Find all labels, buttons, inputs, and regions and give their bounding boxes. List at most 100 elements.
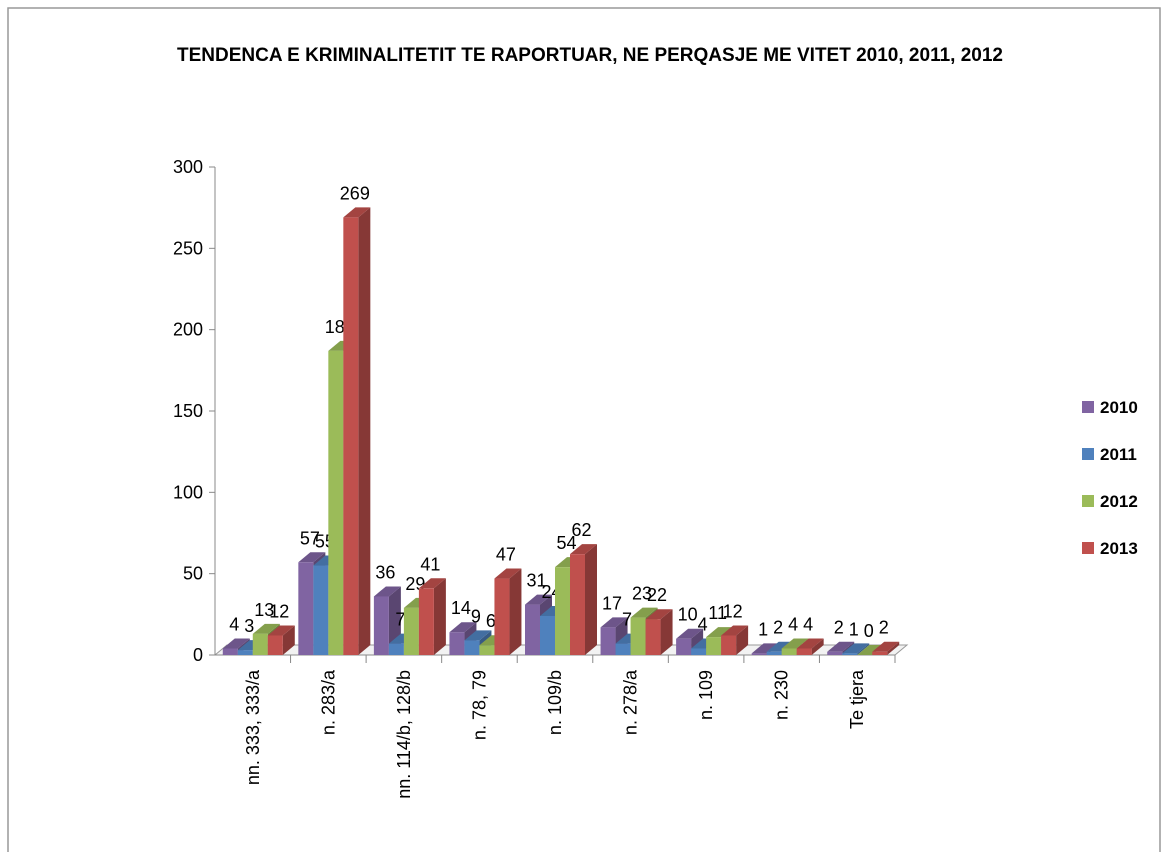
bar-front bbox=[418, 588, 434, 655]
bar-side bbox=[509, 568, 522, 655]
bar-front bbox=[796, 648, 812, 655]
bar-front bbox=[706, 637, 722, 655]
bar bbox=[343, 207, 371, 655]
legend-label: 2010 bbox=[1100, 398, 1138, 417]
bar-top bbox=[418, 578, 446, 589]
bar-top bbox=[645, 609, 673, 620]
value-label: 54 bbox=[556, 533, 576, 553]
bar-top bbox=[373, 586, 401, 597]
bar-top bbox=[751, 643, 779, 654]
value-label: 4 bbox=[229, 614, 239, 634]
x-tick-label: n. 109 bbox=[696, 670, 716, 720]
legend-swatch bbox=[1082, 448, 1094, 460]
x-tick-label: n. 278/a bbox=[621, 669, 641, 735]
bar bbox=[418, 578, 446, 655]
y-tick-label: 250 bbox=[173, 238, 203, 258]
bar-front bbox=[252, 633, 268, 655]
bar-front bbox=[540, 615, 555, 655]
chart-title: TENDENCA E KRIMINALITETIT TE RAPORTUAR, … bbox=[177, 45, 1003, 66]
y-tick-label: 100 bbox=[173, 482, 203, 502]
bar-top bbox=[827, 641, 855, 652]
bar-front bbox=[373, 596, 389, 655]
bar bbox=[842, 643, 870, 655]
bar-top bbox=[721, 625, 749, 636]
bar-side bbox=[857, 643, 870, 655]
bar-side bbox=[887, 641, 900, 655]
x-tick-label: nn. 114/b, 128/b bbox=[394, 670, 414, 799]
bar-top bbox=[222, 638, 250, 649]
bar-top bbox=[796, 638, 824, 649]
bar bbox=[721, 625, 749, 655]
bar-front bbox=[751, 653, 767, 655]
bar-front bbox=[403, 607, 419, 655]
value-label: 62 bbox=[571, 520, 591, 540]
value-label: 2 bbox=[834, 618, 844, 638]
bar-front bbox=[721, 635, 737, 655]
bar-top bbox=[706, 627, 734, 638]
legend-label: 2012 bbox=[1100, 492, 1138, 511]
bar-front bbox=[630, 617, 646, 655]
x-tick-label: n. 78, 79 bbox=[469, 670, 489, 740]
bar-front bbox=[570, 554, 585, 655]
bar-front bbox=[555, 567, 570, 655]
bar-side bbox=[736, 625, 749, 655]
bar-front bbox=[872, 651, 888, 655]
value-label: 47 bbox=[496, 545, 516, 565]
bar-top bbox=[494, 568, 522, 579]
chart-border bbox=[7, 7, 1161, 852]
y-tick-label: 150 bbox=[173, 401, 203, 421]
bar-front bbox=[781, 648, 797, 655]
bar-top bbox=[343, 207, 371, 218]
bar-front bbox=[615, 643, 631, 655]
value-label: 12 bbox=[269, 601, 289, 621]
bar-front bbox=[766, 651, 782, 655]
y-tick-label: 200 bbox=[173, 320, 203, 340]
bar-front bbox=[313, 565, 329, 655]
bar-side bbox=[282, 625, 295, 655]
value-label: 3 bbox=[244, 616, 254, 636]
bar-front bbox=[691, 648, 707, 655]
value-label: 12 bbox=[723, 601, 743, 621]
bar-side bbox=[811, 638, 824, 655]
value-label: 6 bbox=[486, 611, 496, 631]
bar-front bbox=[676, 638, 692, 655]
value-label: 7 bbox=[622, 610, 632, 630]
value-label: 1 bbox=[758, 619, 768, 639]
legend-swatch bbox=[1082, 401, 1094, 413]
x-tick-label: Te tjera bbox=[847, 669, 867, 729]
bar-front bbox=[267, 635, 283, 655]
bar-top bbox=[570, 544, 597, 555]
legend-label: 2011 bbox=[1100, 445, 1137, 464]
bar-top bbox=[872, 641, 900, 652]
x-tick-label: nn. 333, 333/a bbox=[243, 669, 263, 785]
x-tick-label: n. 109/b bbox=[545, 670, 565, 735]
bar-front bbox=[494, 578, 510, 655]
y-tick-label: 50 bbox=[183, 564, 203, 584]
value-label: 0 bbox=[864, 621, 874, 641]
bar-front bbox=[298, 562, 314, 655]
value-label: 9 bbox=[471, 606, 481, 626]
bar bbox=[872, 641, 900, 655]
bar-front bbox=[388, 643, 404, 655]
bar-front bbox=[525, 604, 540, 655]
value-label: 4 bbox=[788, 614, 798, 634]
bar-front bbox=[645, 619, 661, 655]
bar bbox=[494, 568, 522, 655]
x-tick-label: n. 230 bbox=[772, 670, 792, 720]
value-label: 36 bbox=[375, 562, 395, 582]
bar-front bbox=[343, 217, 359, 655]
bar bbox=[570, 544, 597, 655]
value-label: 17 bbox=[602, 593, 622, 613]
bar-side bbox=[358, 207, 371, 655]
bar-side bbox=[433, 578, 446, 655]
bar bbox=[796, 638, 824, 655]
value-label: 1 bbox=[849, 619, 859, 639]
bar-top bbox=[600, 617, 628, 628]
bar-front bbox=[827, 651, 843, 655]
legend-label: 2013 bbox=[1100, 539, 1138, 558]
bar-top bbox=[630, 607, 658, 618]
value-label: 11 bbox=[708, 603, 727, 623]
y-tick-label: 0 bbox=[193, 645, 203, 665]
x-tick-label: n. 283/a bbox=[318, 669, 338, 735]
value-label: 41 bbox=[420, 554, 440, 574]
